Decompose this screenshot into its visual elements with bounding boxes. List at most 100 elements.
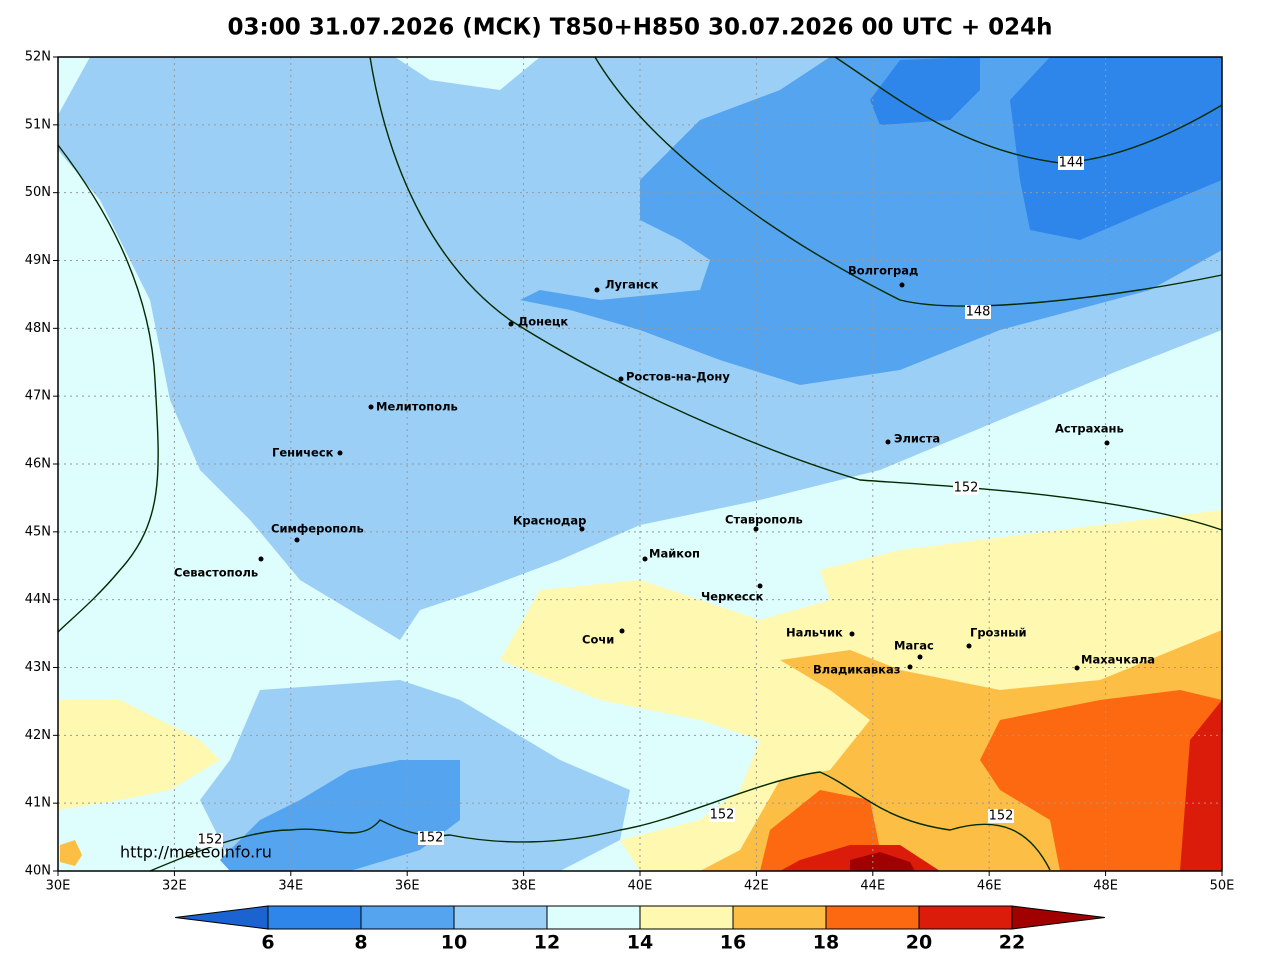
city-label: Черкесск (701, 590, 764, 604)
colorbar-box (453, 905, 548, 930)
contour-label: 144 (1059, 156, 1084, 171)
map-title: 03:00 31.07.2026 (МСК) T850+H850 30.07.2… (227, 15, 1052, 41)
colorbar-box (639, 905, 734, 930)
city-label: Краснодар (513, 514, 586, 528)
lat-tick-label: 43N (25, 660, 51, 675)
city-dot (885, 439, 891, 445)
contour-line (834, 56, 1223, 164)
lon-tick-label: 32E (162, 879, 187, 894)
colorbar-label: 6 (261, 932, 274, 954)
city-dot (619, 628, 625, 634)
colorbar-box (360, 905, 455, 930)
field-area (220, 760, 460, 871)
city-label: Донецк (518, 315, 568, 329)
colorbar-box (825, 905, 920, 930)
lat-tick-label: 44N (25, 592, 51, 607)
contour-label-bg (197, 833, 223, 847)
city-dot (1104, 440, 1110, 446)
city-dot (899, 282, 905, 288)
lon-tick-label: 38E (511, 879, 536, 894)
colorbar-box (267, 905, 362, 930)
contour-line (57, 144, 159, 633)
contour-label-bg (709, 808, 735, 822)
city-label: Владикавказ (813, 663, 900, 677)
lat-tick-label: 46N (25, 457, 51, 472)
city-dot (907, 664, 913, 670)
city-label: Майкоп (649, 547, 700, 561)
colorbar: 6 8 10 12 14 16 18 20 22 (174, 905, 1106, 954)
city-dot (1074, 665, 1080, 671)
city-label: Геническ (272, 446, 334, 460)
city-dot (258, 556, 264, 562)
colorbar-label: 22 (999, 932, 1025, 954)
contour-label-bg (1058, 156, 1084, 170)
field-area (870, 57, 980, 125)
colorbar-extend (174, 905, 269, 930)
lon-tick-label: 50E (1210, 879, 1235, 894)
colorbar-label: 16 (720, 932, 746, 954)
city-label: Симферополь (271, 522, 364, 536)
colorbar-label: 10 (441, 932, 467, 954)
contour-label: 148 (966, 305, 991, 320)
city-label: Сочи (582, 633, 614, 647)
city-label: Волгоград (848, 264, 918, 278)
map-frame (57, 56, 1223, 872)
city-dot (579, 526, 585, 532)
contour-label: 152 (419, 831, 444, 846)
lon-tick-label: 40E (628, 879, 653, 894)
city-label: Мелитополь (376, 400, 458, 414)
field-area (58, 700, 220, 810)
contour-label-bg (953, 481, 979, 495)
contour-line (594, 56, 1223, 307)
city-label: Севастополь (174, 566, 258, 580)
contour-label: 152 (989, 809, 1014, 824)
contour-label-bg (988, 809, 1014, 823)
lat-tick-label: 40N (25, 864, 51, 879)
field-area (1180, 700, 1222, 871)
city-label: Махачкала (1081, 653, 1155, 667)
city-dot (337, 450, 343, 456)
colorbar-label: 20 (906, 932, 932, 954)
field-area (1010, 57, 1222, 240)
lon-tick-label: 36E (395, 879, 420, 894)
lat-tick-label: 48N (25, 321, 51, 336)
city-label: Магас (894, 639, 934, 653)
city-dot (294, 537, 300, 543)
contour-line (369, 56, 1223, 531)
lat-tick-label: 51N (25, 117, 51, 132)
city-dot (618, 376, 624, 382)
lat-tick-label: 41N (25, 796, 51, 811)
city-label: Ставрополь (725, 513, 803, 527)
city-label: Астрахань (1055, 422, 1124, 436)
colorbar-label: 12 (534, 932, 560, 954)
lat-tick-label: 47N (25, 389, 51, 404)
lon-tick-label: 44E (860, 879, 885, 894)
city-label: Нальчик (786, 626, 843, 640)
field-area (980, 690, 1222, 871)
colorbar-label: 8 (354, 932, 367, 954)
lon-tick-label: 42E (744, 879, 769, 894)
field-area (850, 852, 915, 871)
lat-tick-label: 42N (25, 728, 51, 743)
contour-label: 152 (710, 808, 735, 823)
labels: 144 148 152 152 152 152 152 Луганск Донецк Волгог… (174, 156, 1155, 848)
lat-tick-label: 52N (25, 50, 51, 65)
city-dot (508, 321, 514, 327)
colorbar-extend (1011, 905, 1106, 930)
colorbar-box (918, 905, 1013, 930)
lon-tick-label: 48E (1093, 879, 1118, 894)
contour-label: 152 (954, 481, 979, 496)
lon-tick-label: 34E (278, 879, 303, 894)
lat-tick-label: 50N (25, 185, 51, 200)
city-dot (753, 526, 759, 532)
city-label: Грозный (970, 626, 1027, 640)
colorbar-box (546, 905, 641, 930)
credit: http://meteoinfo.ru (120, 843, 272, 862)
lon-tick-label: 46E (977, 879, 1002, 894)
city-dot (917, 654, 923, 660)
colorbar-label: 14 (627, 932, 653, 954)
lon-tick-label: 30E (46, 879, 71, 894)
city-dot (757, 583, 763, 589)
city-label: Луганск (605, 278, 659, 292)
city-dot (368, 404, 374, 410)
